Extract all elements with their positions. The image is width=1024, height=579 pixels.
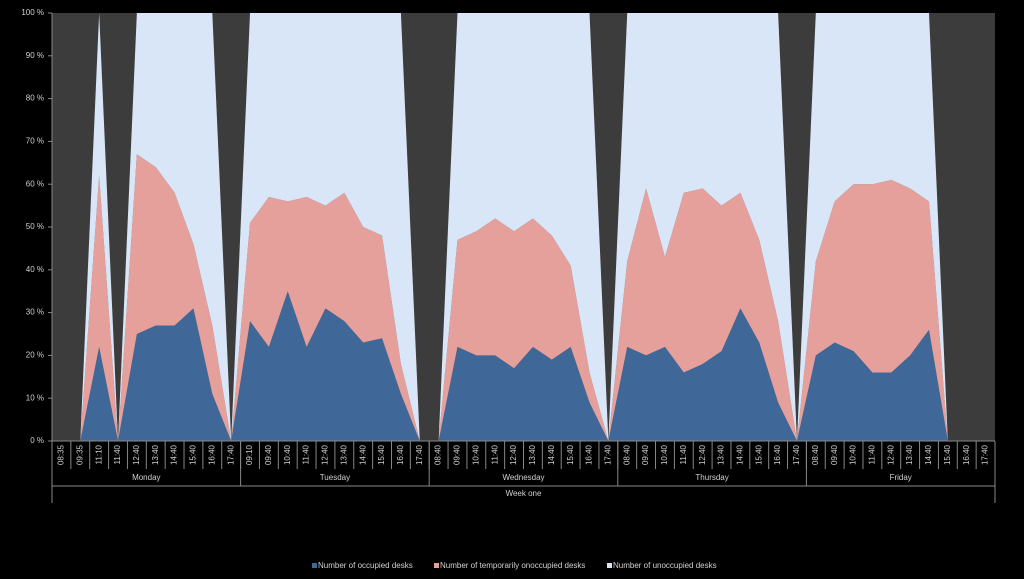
x-tick-label: 10:40 <box>849 444 858 465</box>
legend-swatch <box>607 563 612 568</box>
x-tick-label: 15:40 <box>754 444 763 465</box>
x-tick-label: 12:40 <box>321 444 330 465</box>
y-tick-label: 30 % <box>26 308 44 317</box>
x-tick-label: 09:40 <box>830 444 839 465</box>
y-tick-label: 90 % <box>26 51 44 60</box>
x-tick-label: 08:40 <box>622 444 631 465</box>
legend-label: Number of unoccupied desks <box>613 561 717 570</box>
x-tick-label: 12:40 <box>509 444 518 465</box>
y-tick-label: 70 % <box>26 137 44 146</box>
group-label: Friday <box>890 473 912 482</box>
group-title: Week one <box>506 489 542 498</box>
x-tick-label: 14:40 <box>547 444 556 465</box>
x-tick-label: 14:40 <box>735 444 744 465</box>
legend-label: Number of occupied desks <box>318 561 413 570</box>
x-tick-label: 10:40 <box>283 444 292 465</box>
x-tick-label: 11:40 <box>113 444 122 464</box>
x-tick-label: 16:40 <box>962 444 971 465</box>
y-tick-label: 60 % <box>26 179 44 188</box>
x-tick-label: 13:40 <box>528 444 537 465</box>
x-tick-label: 13:40 <box>151 444 160 465</box>
x-tick-label: 11:10 <box>94 444 103 464</box>
x-tick-label: 14:40 <box>170 444 179 465</box>
x-tick-label: 16:40 <box>396 444 405 465</box>
x-tick-label: 09:40 <box>453 444 462 465</box>
legend-swatch <box>434 563 439 568</box>
x-tick-label: 17:40 <box>792 444 801 465</box>
y-tick-label: 0 % <box>30 436 44 445</box>
x-tick-label: 16:40 <box>773 444 782 465</box>
x-tick-label: 17:40 <box>603 444 612 465</box>
area <box>61 13 986 441</box>
y-tick-label: 20 % <box>26 351 44 360</box>
area <box>61 154 986 442</box>
y-tick-label: 80 % <box>26 94 44 103</box>
group-label: Tuesday <box>320 473 350 482</box>
x-tick-label: 17:40 <box>981 444 990 465</box>
x-tick-label: 12:40 <box>132 444 141 465</box>
x-tick-label: 08:40 <box>811 444 820 465</box>
x-tick-label: 15:40 <box>943 444 952 465</box>
x-tick-label: 12:40 <box>698 444 707 465</box>
x-tick-label: 16:40 <box>585 444 594 465</box>
x-tick-label: 09:10 <box>245 444 254 465</box>
legend-label: Number of temporarily onoccupied desks <box>440 561 585 570</box>
group-label: Monday <box>132 473 160 482</box>
x-tick-label: 09:40 <box>641 444 650 465</box>
x-tick-label: 09:40 <box>264 444 273 465</box>
x-tick-label: 08:40 <box>434 444 443 465</box>
x-tick-label: 16:40 <box>207 444 216 465</box>
area <box>61 291 986 441</box>
x-tick-label: 11:40 <box>679 444 688 464</box>
x-tick-label: 09:35 <box>75 444 84 465</box>
y-tick-label: 50 % <box>26 222 44 231</box>
x-tick-label: 11:40 <box>490 444 499 464</box>
legend-swatch <box>312 563 317 568</box>
y-tick-label: 10 % <box>26 393 44 402</box>
x-tick-label: 11:40 <box>302 444 311 464</box>
x-tick-label: 17:40 <box>415 444 424 465</box>
group-label: Wednesday <box>502 473 544 482</box>
x-tick-label: 14:40 <box>924 444 933 465</box>
y-tick-label: 40 % <box>26 265 44 274</box>
x-tick-label: 15:40 <box>377 444 386 465</box>
x-tick-label: 13:40 <box>339 444 348 465</box>
x-tick-label: 08:35 <box>57 444 66 465</box>
group-label: Thursday <box>695 473 728 482</box>
x-tick-label: 13:40 <box>905 444 914 465</box>
x-tick-label: 14:40 <box>358 444 367 465</box>
x-tick-label: 13:40 <box>717 444 726 465</box>
x-tick-label: 17:40 <box>226 444 235 465</box>
x-tick-label: 15:40 <box>189 444 198 465</box>
x-tick-label: 12:40 <box>886 444 895 465</box>
x-tick-label: 15:40 <box>566 444 575 465</box>
x-tick-label: 11:40 <box>868 444 877 464</box>
x-tick-label: 10:40 <box>660 444 669 465</box>
x-tick-label: 10:40 <box>471 444 480 465</box>
y-tick-label: 100 % <box>21 8 44 17</box>
